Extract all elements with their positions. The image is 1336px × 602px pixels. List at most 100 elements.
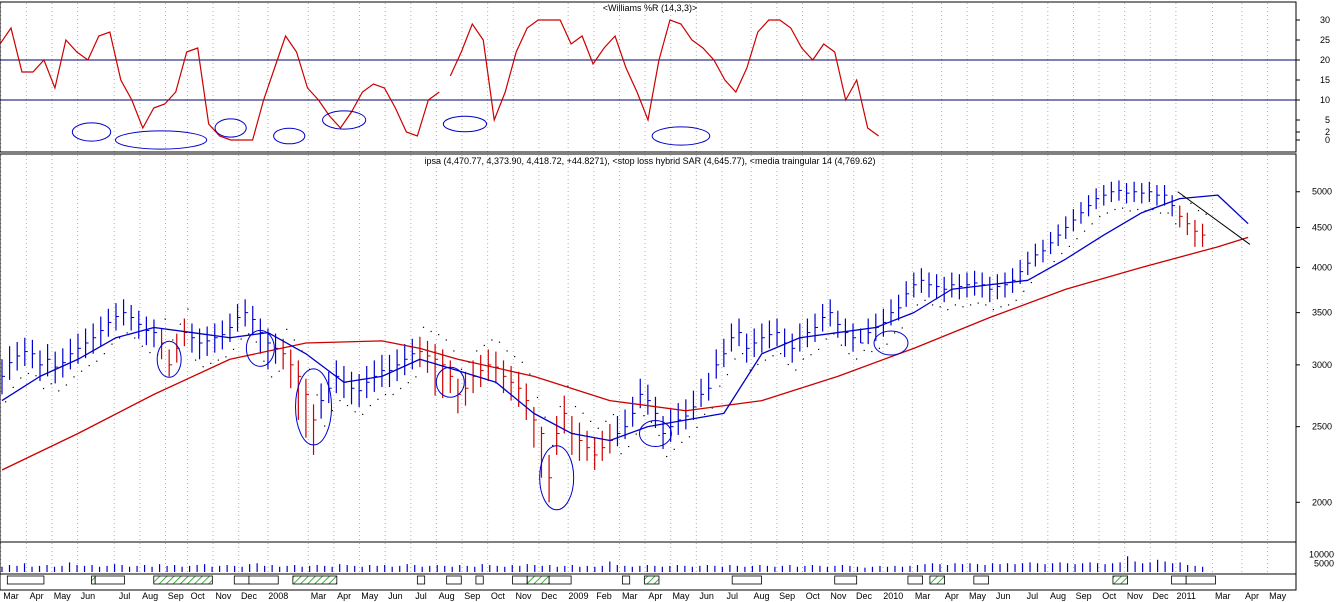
sar-dot bbox=[225, 356, 227, 358]
date-strip-segment bbox=[153, 575, 213, 585]
sar-dot bbox=[202, 366, 204, 368]
sar-dot bbox=[582, 412, 584, 414]
sar-dot bbox=[103, 353, 105, 355]
sar-dot bbox=[194, 359, 197, 361]
sar-dot bbox=[574, 405, 577, 408]
sar-dot bbox=[1159, 212, 1162, 214]
sar-dot bbox=[757, 363, 759, 366]
sar-dot bbox=[1205, 213, 1207, 215]
x-axis-label: Aug bbox=[439, 591, 455, 601]
oscillator-panel: <Williams %R (14,3,3)> 30 25 20 15 10 5 20 bbox=[0, 1, 1330, 153]
oscillator-reference-lines bbox=[0, 59, 1296, 101]
date-strip-segment bbox=[248, 575, 279, 585]
y-tick-label: 2500 bbox=[1312, 422, 1332, 432]
x-axis-label: Apr bbox=[945, 591, 959, 601]
trend-line bbox=[1177, 191, 1251, 245]
sar-dot bbox=[134, 337, 136, 339]
sar-dot bbox=[240, 338, 242, 340]
x-axis-label: Sep bbox=[168, 591, 184, 601]
sar-dot bbox=[263, 360, 265, 362]
y-tick-label: 10000 bbox=[1309, 550, 1334, 560]
price-line bbox=[1, 194, 1249, 442]
x-axis-label: Oct bbox=[806, 591, 821, 601]
price-series bbox=[1, 191, 1251, 471]
oscillator-line bbox=[0, 26, 440, 141]
x-axis-label: Jun bbox=[996, 591, 1011, 601]
y-tick-label: 4500 bbox=[1312, 222, 1332, 232]
sar-dot bbox=[324, 425, 326, 427]
sar-dot bbox=[430, 330, 432, 333]
price-y-ticks: 5000 4500 4000 3500 3000 2500 2000 bbox=[1296, 187, 1332, 507]
sar-dot bbox=[833, 333, 835, 335]
sar-dot bbox=[217, 359, 219, 361]
x-axis-label: Dec bbox=[1153, 591, 1170, 601]
x-axis-label: Mar bbox=[3, 591, 19, 601]
sar-dot bbox=[954, 304, 956, 306]
sar-dot bbox=[1121, 207, 1124, 209]
sar-dot bbox=[415, 376, 417, 378]
x-axis-label: Oct bbox=[491, 591, 506, 601]
y-tick-label: 2 bbox=[1325, 127, 1330, 137]
date-strip-segment bbox=[416, 575, 426, 585]
y-tick-label: 20 bbox=[1320, 55, 1330, 65]
sar-dot bbox=[605, 420, 607, 422]
sar-dot bbox=[278, 370, 280, 372]
sar-dot bbox=[552, 444, 554, 447]
sar-dot bbox=[1167, 212, 1169, 214]
x-axis-label: Jul bbox=[119, 591, 131, 601]
sar-dot bbox=[392, 393, 394, 396]
x-axis-label: May bbox=[969, 591, 987, 601]
price-annotations bbox=[156, 329, 909, 511]
x-axis-label: Apr bbox=[1245, 591, 1259, 601]
x-axis-label: Apr bbox=[30, 591, 44, 601]
highlight-circle bbox=[71, 122, 112, 142]
oscillator-series bbox=[0, 19, 879, 141]
sar-dot bbox=[476, 350, 478, 352]
x-axis-label: Mar bbox=[1215, 591, 1231, 601]
x-axis-label: Apr bbox=[648, 591, 662, 601]
sar-dot bbox=[666, 455, 668, 458]
sar-dot bbox=[848, 353, 850, 355]
date-strip-segment bbox=[643, 575, 660, 585]
sar-dot bbox=[795, 369, 797, 371]
highlight-circle bbox=[273, 127, 306, 145]
x-axis-label: May bbox=[361, 591, 379, 601]
sar-dot bbox=[536, 396, 539, 399]
sar-dot bbox=[681, 441, 683, 443]
sar-dot bbox=[544, 416, 546, 418]
highlight-circle bbox=[539, 445, 575, 511]
sar-dot bbox=[164, 318, 166, 320]
sar-dot bbox=[742, 353, 744, 355]
sar-dot bbox=[331, 409, 333, 412]
sar-dot bbox=[628, 445, 630, 448]
sar-dot bbox=[255, 341, 257, 343]
sar-dot bbox=[118, 337, 121, 339]
sar-dot bbox=[483, 344, 485, 347]
oscillator-line bbox=[449, 19, 879, 137]
sar-dot bbox=[293, 339, 295, 341]
sar-dot bbox=[673, 448, 675, 450]
y-tick-label: 5 bbox=[1325, 115, 1330, 125]
sar-dot bbox=[460, 368, 463, 370]
x-axis-label: May bbox=[54, 591, 72, 601]
x-axis-label: Oct bbox=[191, 591, 206, 601]
sar-dot bbox=[141, 345, 143, 347]
sar-dot bbox=[696, 426, 698, 429]
sar-dot bbox=[704, 413, 706, 415]
x-axis-label: Jun bbox=[388, 591, 403, 601]
sar-dot bbox=[12, 386, 14, 388]
x-axis-label: Mar bbox=[915, 591, 931, 601]
sar-dot bbox=[1099, 215, 1101, 218]
x-axis-label: Sep bbox=[1076, 591, 1092, 601]
sar-dot bbox=[5, 401, 7, 403]
sar-dot bbox=[1129, 210, 1131, 212]
date-strip-segment bbox=[548, 575, 572, 585]
sar-dot bbox=[772, 355, 774, 357]
sar-dot bbox=[962, 306, 964, 308]
x-axis-label: 2010 bbox=[883, 591, 903, 601]
sar-dot bbox=[894, 332, 896, 334]
sar-dot bbox=[232, 348, 235, 350]
sar-dot bbox=[1091, 223, 1093, 225]
